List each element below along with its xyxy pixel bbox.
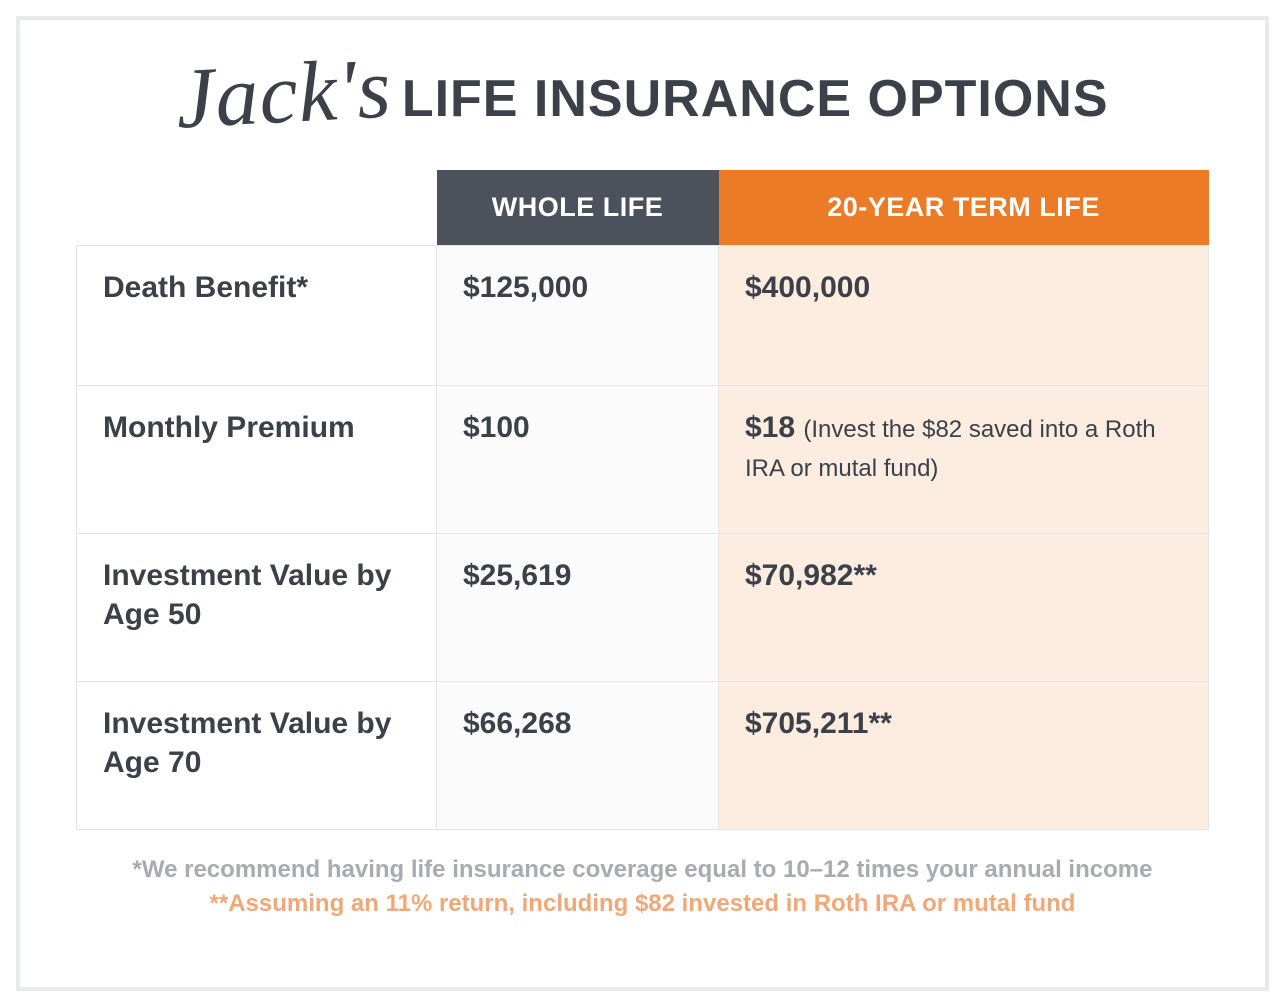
row-label-value-70: Investment Value by Age 70 [77,682,437,830]
table-row: Investment Value by Age 50 $25,619 $70,9… [77,534,1209,682]
cell-term-premium: $18 (Invest the $82 saved into a Roth IR… [719,386,1209,534]
column-header-whole-life: WHOLE LIFE [437,170,719,246]
cell-term-value-50: $70,982** [719,534,1209,682]
column-header-term-life: 20-YEAR TERM LIFE [719,170,1209,246]
cell-term-premium-note: (Invest the $82 saved into a Roth IRA or… [745,416,1156,482]
footnotes: *We recommend having life insurance cove… [76,856,1209,918]
title-main: LIFE INSURANCE OPTIONS [402,69,1109,129]
row-label-monthly-premium: Monthly Premium [77,386,437,534]
row-label-value-50: Investment Value by Age 50 [77,534,437,682]
table-row: Death Benefit* $125,000 $400,000 [77,246,1209,386]
table-header-row: WHOLE LIFE 20-YEAR TERM LIFE [77,170,1209,246]
cell-term-value-70: $705,211** [719,682,1209,830]
cell-term-premium-value: $18 [745,411,803,444]
title-script: Jack's [174,44,394,141]
cell-term-death-benefit: $400,000 [719,246,1209,386]
cell-whole-value-50: $25,619 [437,534,719,682]
row-label-death-benefit: Death Benefit* [77,246,437,386]
cell-whole-premium: $100 [437,386,719,534]
table-row: Monthly Premium $100 $18 (Invest the $82… [77,386,1209,534]
footnote-2: **Assuming an 11% return, including $82 … [76,890,1209,918]
cell-whole-death-benefit: $125,000 [437,246,719,386]
title-row: Jack's LIFE INSURANCE OPTIONS [76,56,1209,142]
cell-whole-value-70: $66,268 [437,682,719,830]
footnote-1: *We recommend having life insurance cove… [76,856,1209,884]
header-spacer [77,170,437,246]
comparison-table: WHOLE LIFE 20-YEAR TERM LIFE Death Benef… [76,170,1209,830]
infographic-frame: Jack's LIFE INSURANCE OPTIONS WHOLE LIFE… [16,16,1269,991]
table-row: Investment Value by Age 70 $66,268 $705,… [77,682,1209,830]
